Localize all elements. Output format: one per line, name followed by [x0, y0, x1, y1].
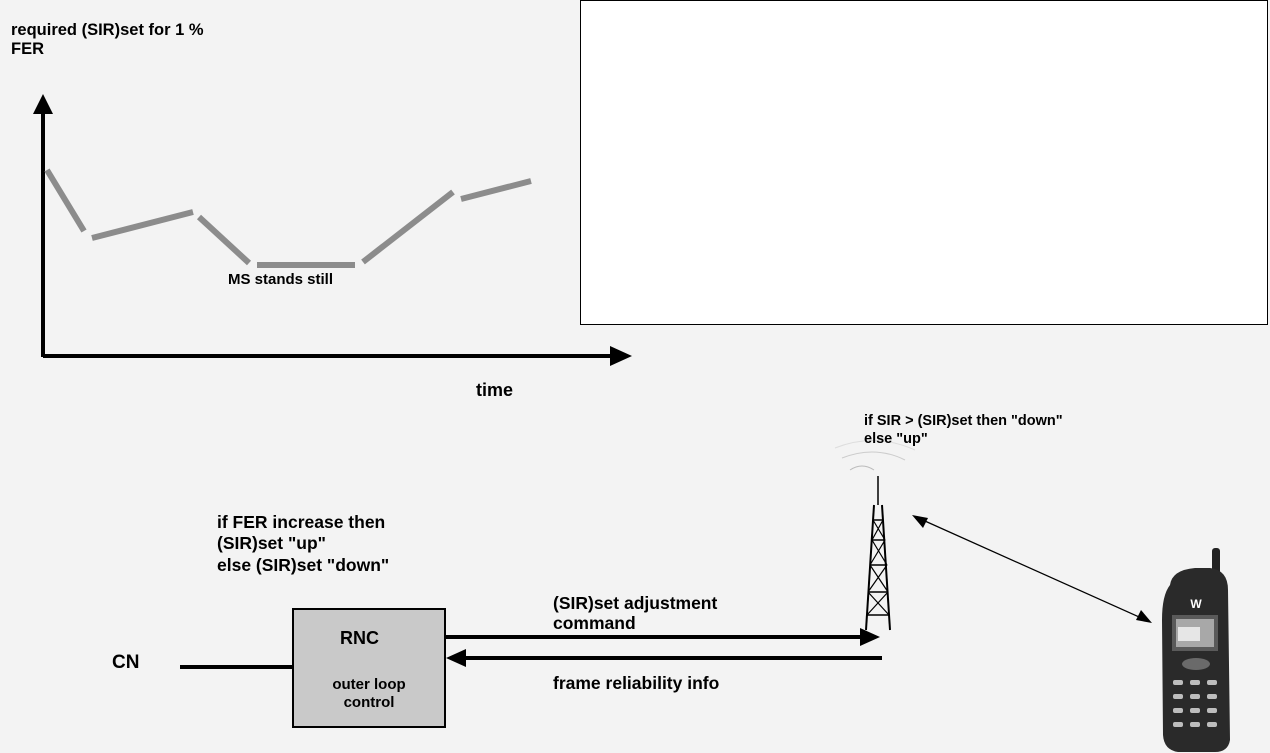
curve-segment [196, 214, 252, 266]
x-axis-label: time [476, 380, 514, 400]
blank-panel [580, 0, 1268, 325]
x-axis-arrowhead [610, 346, 632, 366]
sir-setpoint-curve [44, 168, 532, 268]
reliability-info-arrow [446, 649, 882, 667]
curve-segment [91, 209, 194, 241]
curve-annotation: MS stands still [228, 271, 334, 288]
curve-segment [460, 178, 532, 202]
y-axis-arrowhead [33, 94, 53, 114]
bts-logic-text: if SIR > (SIR)set then "down" else "up" [864, 413, 1063, 448]
y-axis-label: required (SIR)set for 1 % FER [11, 21, 204, 58]
chart-axes [33, 94, 632, 366]
reliability-info-label: frame reliability info [553, 673, 720, 693]
curve-segment [44, 168, 87, 233]
base-station-tower-icon [834, 440, 916, 631]
rnc-box [292, 608, 446, 728]
phone-brand-mark: W [1190, 597, 1202, 611]
rnc-subtitle: outer loop control [332, 676, 406, 711]
curve-segment [361, 189, 455, 265]
adjustment-command-label: (SIR)set adjustment command [553, 593, 718, 634]
cn-label: CN [112, 652, 140, 673]
mobile-phone-icon: W [1162, 548, 1230, 752]
rnc-title: RNC [340, 628, 379, 648]
rnc-logic-text: if FER increase then (SIR)set "up" else … [217, 512, 390, 575]
adjustment-command-arrow [446, 628, 880, 646]
radio-link-arrow [912, 515, 1152, 623]
